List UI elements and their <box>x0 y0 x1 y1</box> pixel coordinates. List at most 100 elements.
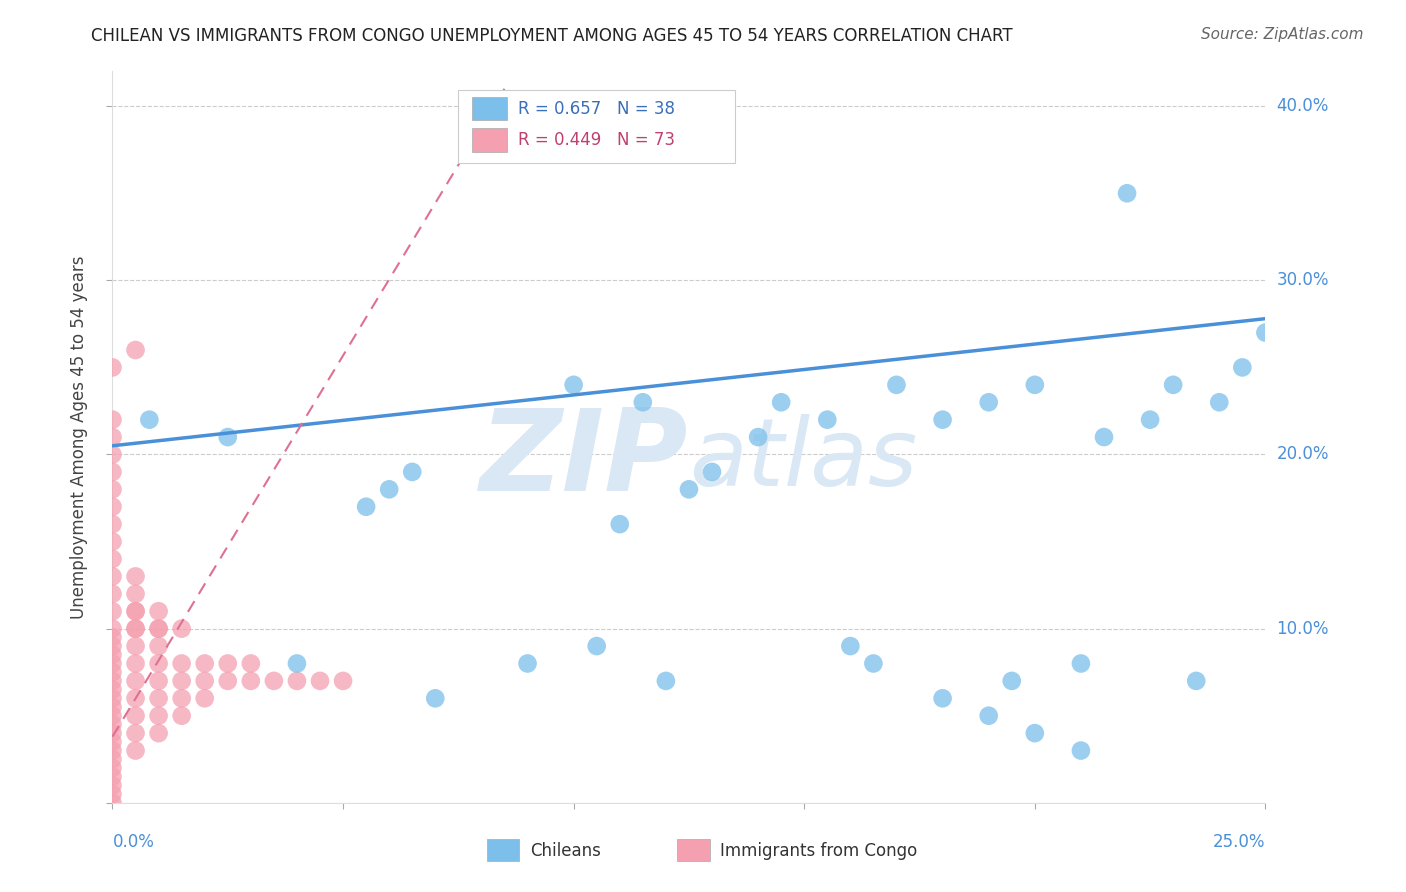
Point <box>977 708 1000 723</box>
Point <box>101 665 124 680</box>
Point <box>1092 430 1115 444</box>
Point <box>332 673 354 688</box>
Text: Immigrants from Congo: Immigrants from Congo <box>720 842 917 860</box>
Point <box>148 673 170 688</box>
Point <box>239 673 262 688</box>
Text: CHILEAN VS IMMIGRANTS FROM CONGO UNEMPLOYMENT AMONG AGES 45 TO 54 YEARS CORRELAT: CHILEAN VS IMMIGRANTS FROM CONGO UNEMPLO… <box>91 27 1012 45</box>
Point <box>170 691 193 706</box>
Point <box>101 465 124 479</box>
Point <box>101 639 124 653</box>
Point <box>285 673 308 688</box>
Point <box>124 343 146 357</box>
Point <box>124 604 146 618</box>
Point <box>101 430 124 444</box>
Point <box>263 673 285 688</box>
Point <box>101 743 124 757</box>
Point <box>101 657 124 671</box>
Point <box>1161 377 1184 392</box>
Point <box>101 770 124 784</box>
Point <box>815 412 838 426</box>
Point <box>609 517 631 532</box>
Point <box>1070 743 1092 757</box>
Point <box>1001 673 1024 688</box>
Point <box>101 673 124 688</box>
Point <box>678 483 700 497</box>
Point <box>101 700 124 714</box>
Point <box>148 726 170 740</box>
Point <box>1254 326 1277 340</box>
Text: ZIP: ZIP <box>481 403 689 515</box>
Point <box>101 735 124 749</box>
Point <box>101 483 124 497</box>
Point <box>309 673 332 688</box>
FancyBboxPatch shape <box>472 97 506 120</box>
Text: 20.0%: 20.0% <box>1277 445 1329 464</box>
Point <box>1232 360 1254 375</box>
Point <box>124 691 146 706</box>
Point <box>101 569 124 583</box>
Point <box>101 717 124 731</box>
Point <box>217 430 239 444</box>
Point <box>101 648 124 662</box>
Point <box>148 604 170 618</box>
Point <box>217 657 239 671</box>
Point <box>1208 395 1230 409</box>
Point <box>124 569 146 583</box>
Point <box>101 360 124 375</box>
Point <box>148 708 170 723</box>
Point <box>194 657 217 671</box>
Point <box>148 691 170 706</box>
Point <box>194 673 217 688</box>
Point <box>101 708 124 723</box>
Point <box>170 657 193 671</box>
Point <box>285 657 308 671</box>
Point <box>562 377 585 392</box>
Point <box>1116 186 1139 201</box>
Point <box>631 395 654 409</box>
Point <box>516 657 538 671</box>
Point <box>148 657 170 671</box>
Text: 0.0%: 0.0% <box>112 833 155 851</box>
Point <box>124 587 146 601</box>
Point <box>101 752 124 766</box>
Point <box>101 796 124 810</box>
Point <box>124 743 146 757</box>
Point <box>101 778 124 792</box>
Point <box>148 622 170 636</box>
Point <box>124 622 146 636</box>
Point <box>124 639 146 653</box>
Text: Chileans: Chileans <box>530 842 600 860</box>
Point <box>101 534 124 549</box>
Point <box>101 448 124 462</box>
FancyBboxPatch shape <box>678 839 710 862</box>
Point <box>977 395 1000 409</box>
Point <box>101 587 124 601</box>
Point <box>101 682 124 697</box>
FancyBboxPatch shape <box>488 839 519 862</box>
Point <box>101 500 124 514</box>
Point <box>148 639 170 653</box>
Point <box>124 622 146 636</box>
Point <box>101 691 124 706</box>
Point <box>101 552 124 566</box>
Point <box>170 673 193 688</box>
Point <box>124 708 146 723</box>
Point <box>138 412 160 426</box>
Text: Source: ZipAtlas.com: Source: ZipAtlas.com <box>1201 27 1364 42</box>
Point <box>401 465 423 479</box>
Point <box>839 639 862 653</box>
Point <box>194 691 217 706</box>
Point <box>354 500 377 514</box>
Point <box>124 673 146 688</box>
Point <box>101 622 124 636</box>
Text: atlas: atlas <box>689 414 917 505</box>
Point <box>217 673 239 688</box>
Text: R = 0.657   N = 38: R = 0.657 N = 38 <box>519 100 675 118</box>
FancyBboxPatch shape <box>472 128 506 152</box>
Point <box>700 465 723 479</box>
Point <box>1185 673 1208 688</box>
Point <box>170 622 193 636</box>
Point <box>770 395 793 409</box>
Point <box>148 622 170 636</box>
Point <box>1070 657 1092 671</box>
